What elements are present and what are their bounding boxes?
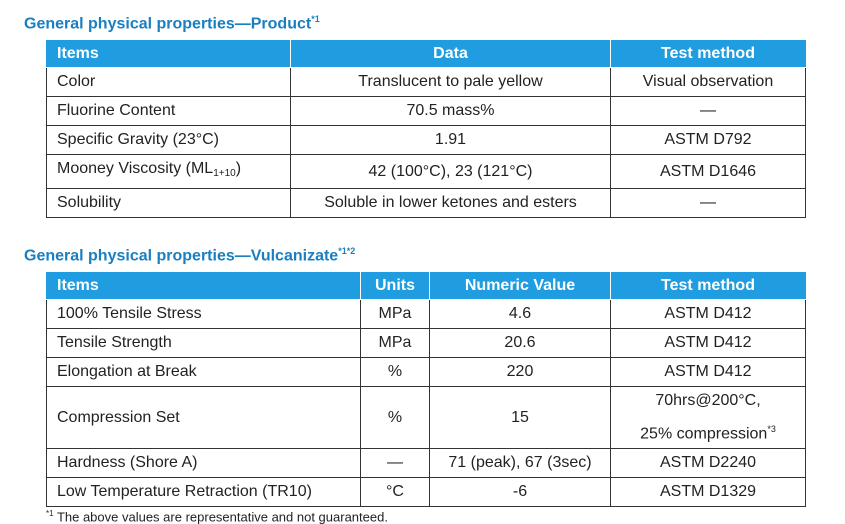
table-row: Fluorine Content 70.5 mass% — [46,96,806,126]
table-row: Specific Gravity (23°C) 1.91 ASTM D792 [46,125,806,155]
test-cell: ASTM D412 [610,299,806,329]
header-numeric-value: Numeric Value [429,272,611,300]
table-row: Tensile Strength MPa 20.6 ASTM D412 [46,328,806,358]
units-cell: MPa [360,299,430,329]
item-cell: Compression Set [46,385,361,450]
test-cell: ASTM D1329 [610,477,806,508]
test-cell: ASTM D2240 [610,448,806,479]
data-cell: 70.5 mass% [290,96,611,126]
test-cell: ASTM D1646 [610,154,806,189]
test-cell: — [610,188,806,218]
header-units: Units [360,272,430,300]
table-row: Solubility Soluble in lower ketones and … [46,188,806,218]
units-cell: MPa [360,328,430,358]
value-cell: 20.6 [429,328,611,358]
test-cell: Visual observation [610,67,806,97]
table-row: Elongation at Break % 220 ASTM D412 [46,357,806,387]
units-cell: — [360,448,430,479]
data-cell: Soluble in lower ketones and esters [290,188,611,218]
test-cell: ASTM D412 [610,357,806,387]
vulcanizate-section-title: General physical properties—Vulcanizate*… [24,246,356,265]
item-cell: Solubility [46,188,291,218]
test-cell: 70hrs@200°C, 25% compression*3 [610,385,806,450]
units-cell: °C [360,477,430,508]
header-test-method: Test method [610,272,806,300]
product-header-row: Items Data Test method [46,40,806,68]
footnote: *1 The above values are representative a… [46,509,388,524]
value-cell: 220 [429,357,611,387]
table-row: Color Translucent to pale yellow Visual … [46,67,806,97]
data-cell: 42 (100°C), 23 (121°C) [290,154,611,189]
table-row: Compression Set % 15 70hrs@200°C, 25% com… [46,385,806,450]
header-items: Items [46,272,361,300]
product-title-note: *1 [311,14,320,24]
header-items: Items [46,40,291,68]
item-cell: Low Temperature Retraction (TR10) [46,477,361,508]
table-row: Low Temperature Retraction (TR10) °C -6 … [46,477,806,508]
vulcanizate-header-row: Items Units Numeric Value Test method [46,272,806,300]
product-section-title: General physical properties—Product*1 [24,14,320,33]
item-cell: Mooney Viscosity (ML1+10) [46,154,291,189]
header-data: Data [290,40,611,68]
data-cell: 1.91 [290,125,611,155]
test-cell: — [610,96,806,126]
value-cell: -6 [429,477,611,508]
vulcanizate-title-note: *1*2 [338,246,356,256]
item-cell: Hardness (Shore A) [46,448,361,479]
vulcanizate-table: Items Units Numeric Value Test method 10… [46,272,806,508]
item-cell: 100% Tensile Stress [46,299,361,329]
test-cell: ASTM D792 [610,125,806,155]
item-cell: Elongation at Break [46,357,361,387]
test-cell: ASTM D412 [610,328,806,358]
data-cell: Translucent to pale yellow [290,67,611,97]
units-cell: % [360,385,430,450]
item-cell: Specific Gravity (23°C) [46,125,291,155]
table-row: 100% Tensile Stress MPa 4.6 ASTM D412 [46,299,806,329]
value-cell: 15 [429,385,611,450]
table-row: Mooney Viscosity (ML1+10) 42 (100°C), 23… [46,154,806,189]
value-cell: 71 (peak), 67 (3sec) [429,448,611,479]
table-row: Hardness (Shore A) — 71 (peak), 67 (3sec… [46,448,806,479]
header-test-method: Test method [610,40,806,68]
item-cell: Fluorine Content [46,96,291,126]
units-cell: % [360,357,430,387]
item-cell: Tensile Strength [46,328,361,358]
product-table: Items Data Test method Color Translucent… [46,40,806,218]
value-cell: 4.6 [429,299,611,329]
item-cell: Color [46,67,291,97]
